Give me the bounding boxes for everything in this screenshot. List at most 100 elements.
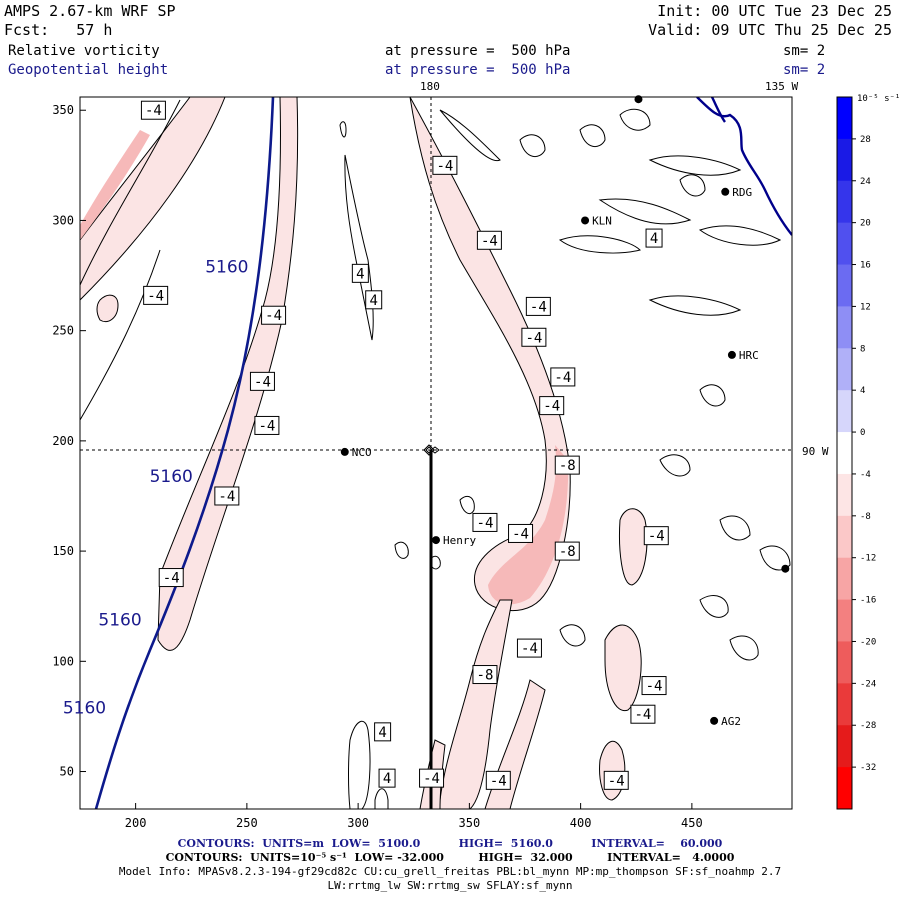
shade-east-blob-2	[599, 740, 626, 801]
vorticity-label-text: -4	[436, 158, 453, 174]
contour-mid-3	[459, 495, 475, 515]
vorticity-label-text: -4	[543, 399, 560, 415]
vorticity-label: -4	[214, 486, 240, 506]
colorbar-cell	[837, 222, 852, 266]
station	[781, 564, 790, 573]
vorticity-label: -4	[508, 523, 534, 543]
colorbar-cell	[837, 515, 852, 559]
colorbar-tick-label: 0	[860, 428, 865, 438]
vorticity-label: -4	[432, 155, 458, 175]
vorticity-label: -4	[140, 100, 166, 120]
contour-ne-4	[698, 225, 782, 246]
contour-upper-left-outer	[80, 99, 181, 286]
vorticity-shading	[80, 97, 648, 809]
x-tick-label: 450	[681, 816, 703, 830]
vorticity-label: -4	[143, 285, 169, 305]
latitude-90w-label: 90 W	[802, 445, 829, 458]
contour-ne-6	[519, 134, 546, 158]
station-dot	[721, 187, 730, 196]
geopotential-label: 5160	[205, 258, 248, 278]
vorticity-label-text: -4	[646, 679, 663, 695]
station-label: Henry	[443, 534, 476, 547]
colorbar-cell	[837, 725, 852, 768]
geopotential-contour-labels: 5160 5160 5160 5160	[63, 258, 249, 719]
colorbar-cell	[837, 767, 852, 810]
contour-ne-3	[648, 155, 742, 176]
vorticity-label-box	[351, 263, 369, 283]
station: Henry	[432, 534, 476, 547]
vorticity-label-text: 4	[356, 266, 364, 282]
vorticity-label-text: 4	[378, 725, 386, 741]
vorticity-label: -4	[472, 512, 498, 532]
colorbar-tick-label: 4	[860, 386, 865, 396]
forecast-hour: Fcst: 57 h	[4, 21, 113, 39]
x-tick-label: 200	[125, 816, 147, 830]
colorbar-tick-label: 24	[860, 177, 871, 187]
station-label: KLN	[592, 214, 612, 227]
geopotential-contour-info: CONTOURS: UNITS=m LOW= 5100.0 HIGH= 5160…	[177, 837, 723, 850]
colorbar-tick-label: 12	[860, 302, 871, 312]
vorticity-label-text: -4	[648, 529, 665, 545]
vorticity-contour-labels: -4-4-4-4-4-4-444-4-4-4-4-4-4-8-4-4-8-44-…	[140, 100, 669, 790]
colorbar-tick-label: -12	[860, 554, 876, 564]
vorticity-contour-info: CONTOURS: UNITS=10⁻⁵ s⁻¹ LOW= -32.000 HI…	[165, 851, 735, 864]
vorticity-label-text: -4	[608, 773, 625, 789]
vorticity-label-box	[521, 327, 547, 347]
station-dot	[727, 350, 736, 359]
colorbar-tick-label: -16	[860, 596, 876, 606]
vorticity-label-text: -4	[423, 771, 440, 787]
vorticity-label-text: -4	[218, 489, 235, 505]
colorbar-cell	[837, 390, 852, 433]
vorticity-label: -4	[525, 296, 551, 316]
field1-smoothing: sm= 2	[783, 43, 826, 59]
x-axis: 200 250 300 350 400 450	[125, 803, 703, 830]
vorticity-label-box	[472, 665, 498, 685]
colorbar-cell	[837, 138, 852, 182]
contour-se-2	[729, 635, 759, 661]
vorticity-label-box	[516, 638, 542, 658]
pole-reference-lines	[80, 97, 792, 809]
vorticity-label-text: -4	[634, 707, 651, 723]
radiation-info: LW:rrtmg_lw SW:rrtmg_sw SFLAY:sf_mynn	[327, 879, 573, 892]
contour-ne-8	[619, 108, 651, 131]
contour-east-4	[719, 515, 751, 541]
station: HRC	[727, 349, 759, 362]
contour-positive-west-1	[344, 154, 374, 341]
y-tick-label: 350	[52, 103, 74, 117]
vorticity-label-box	[365, 290, 383, 310]
vorticity-label-box	[525, 296, 551, 316]
colorbar-tick-label: -8	[860, 512, 871, 522]
station-label: NCO	[352, 446, 372, 459]
vorticity-label-box	[214, 486, 240, 506]
contour-left-ridge	[80, 249, 161, 421]
vorticity-label: -8	[554, 455, 580, 475]
colorbar-cell	[837, 557, 852, 601]
geopotential-label: 5160	[63, 699, 106, 719]
vorticity-label-box	[254, 415, 280, 435]
geopotential-5160-contour	[94, 97, 275, 809]
colorbar: 10⁻⁵ s⁻¹ 28 24 20 16 12 8 4 0 -4 -8 -12 -16 -20 -24 -28…	[836, 94, 900, 810]
colorbar-cell	[837, 599, 852, 642]
x-tick-label: 300	[347, 816, 369, 830]
station-dot	[581, 216, 590, 225]
vorticity-label-box	[472, 512, 498, 532]
vorticity-label-text: -4	[481, 233, 498, 249]
station-label: HRC	[739, 349, 759, 362]
contour-east-5	[759, 545, 791, 571]
vorticity-label: -4	[521, 327, 547, 347]
vorticity-label-text: -4	[163, 571, 180, 587]
shade-east-blob-1	[604, 624, 642, 712]
colorbar-tick-label: -28	[860, 721, 876, 731]
south-pole-marker	[423, 444, 440, 456]
station	[634, 95, 643, 104]
vorticity-label: 4	[645, 228, 663, 248]
vorticity-label: -4	[516, 638, 542, 658]
coastline	[696, 97, 792, 236]
vorticity-label-box	[603, 770, 629, 790]
vorticity-label-text: -4	[254, 374, 271, 390]
vorticity-label: 4	[378, 768, 396, 788]
vorticity-label-text: -8	[559, 458, 576, 474]
shade-central-band	[409, 97, 571, 612]
vorticity-label-box	[539, 396, 565, 416]
